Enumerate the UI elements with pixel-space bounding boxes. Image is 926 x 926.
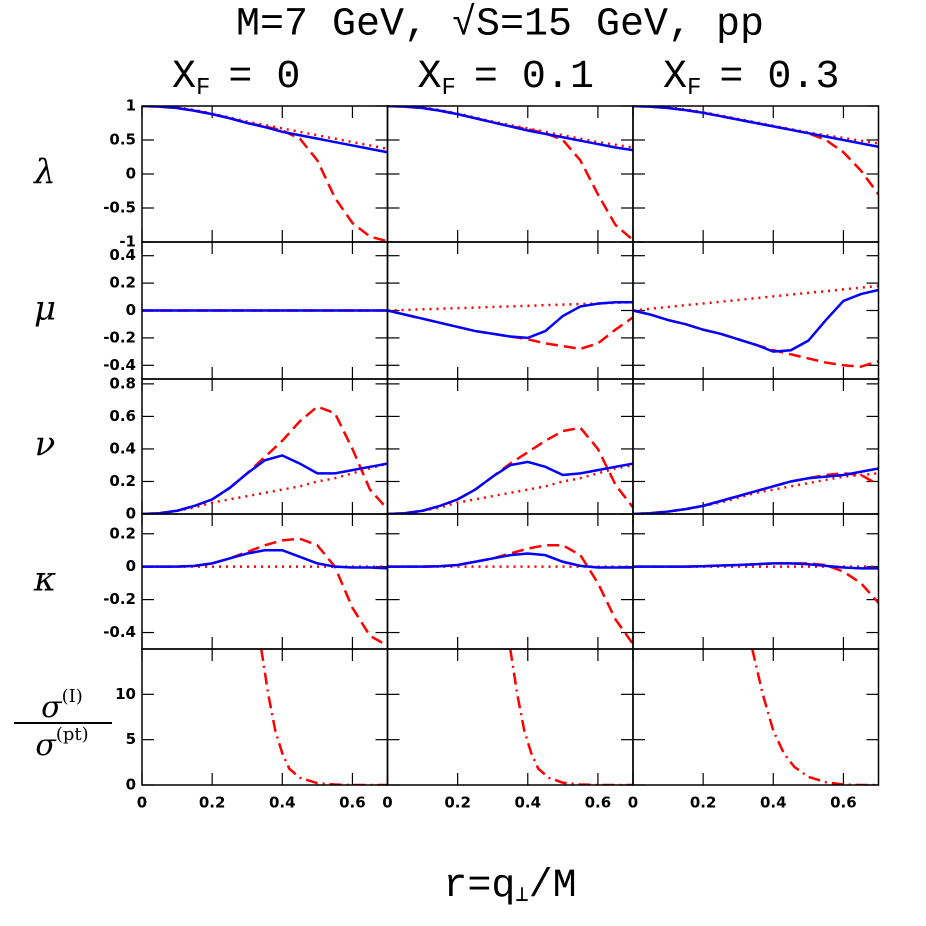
row-label: ν	[35, 425, 56, 465]
y-tick-label: 0.4	[109, 439, 136, 457]
column-title: XF = 0	[172, 55, 300, 103]
column-title-sub: F	[442, 75, 456, 102]
x-tick-label: 0	[382, 794, 392, 812]
x-tick-label: 0.6	[830, 794, 857, 812]
series-line	[142, 548, 388, 570]
series-line	[142, 106, 388, 154]
y-tick-label: 0	[126, 505, 136, 523]
x-tick-label: 0.4	[514, 794, 541, 812]
series-line	[142, 454, 388, 514]
y-tick-label: -0.5	[103, 199, 136, 217]
series-line	[633, 472, 879, 514]
x-tick-label: 0.6	[339, 794, 366, 812]
y-tick-label: 0	[126, 301, 136, 319]
column-title-text: = 0	[228, 55, 300, 100]
x-axis-label-text: r=q	[443, 864, 515, 909]
series-line	[633, 106, 879, 149]
panel-frame	[386, 241, 634, 380]
series-line	[633, 467, 879, 514]
series-line	[633, 562, 879, 604]
series-line	[633, 284, 879, 312]
y-tick-label: 0	[126, 776, 136, 794]
column-title-var: X	[418, 55, 442, 100]
x-tick-label: 0.2	[690, 794, 717, 812]
panel-frame	[386, 648, 634, 786]
chart-title: M=7 GeV, √S=15 GeV, pp	[236, 3, 764, 48]
column-title: XF = 0.1	[418, 55, 594, 103]
series-line	[387, 106, 633, 152]
series-line	[387, 301, 633, 340]
x-tick-label: 0.2	[199, 794, 226, 812]
row-label: μ	[34, 289, 56, 329]
series-line	[387, 463, 633, 514]
column-title-sub: F	[196, 75, 210, 102]
row-label-num: σ	[41, 690, 63, 725]
series-line	[751, 649, 879, 785]
panel-frame	[386, 513, 634, 650]
y-tick-label: -0.2	[103, 328, 136, 346]
y-tick-label: 10	[115, 685, 136, 703]
column-title-text: = 0.3	[719, 55, 839, 100]
row-label-den-sup: (pt)	[56, 724, 89, 745]
x-tick-label: 0	[628, 794, 638, 812]
series-line	[142, 537, 388, 647]
column-title-var: X	[172, 55, 196, 100]
y-tick-label: 0.2	[109, 524, 136, 542]
series-line	[633, 106, 879, 196]
series-line	[260, 649, 388, 785]
panel-frame	[632, 241, 880, 380]
y-tick-label: 1	[126, 97, 136, 115]
y-tick-label: 0.4	[109, 246, 136, 264]
column-title-var: X	[663, 55, 687, 100]
column-title-sub: F	[687, 75, 701, 102]
y-tick-label: -0.2	[103, 590, 136, 608]
y-tick-label: -0.4	[103, 623, 136, 641]
y-tick-label: 0.2	[109, 472, 136, 490]
series-line	[633, 309, 879, 368]
series-line	[387, 460, 633, 514]
series-line	[633, 106, 879, 145]
series-line	[633, 472, 879, 514]
y-tick-label: 0.8	[109, 374, 136, 392]
panel-frame	[632, 105, 880, 243]
panel-frame	[632, 513, 880, 650]
y-tick-label: 0.2	[109, 274, 136, 292]
y-tick-label: 0.5	[109, 131, 136, 149]
series-line	[509, 649, 633, 785]
panel-frame	[141, 648, 389, 786]
y-tick-label: 0	[126, 165, 136, 183]
column-title-text: = 0.1	[474, 55, 594, 100]
y-tick-label: 0	[126, 557, 136, 575]
row-label-num-sup: (I)	[62, 686, 83, 707]
x-tick-label: 0.2	[444, 794, 471, 812]
row-label: λ	[32, 152, 56, 192]
x-axis-label-sub: ⊥	[515, 883, 528, 908]
x-axis-label-rest: /M	[529, 864, 577, 909]
column-title: XF = 0.3	[663, 55, 839, 103]
series-line	[387, 544, 633, 645]
row-label-den: σ	[35, 728, 57, 763]
panel-frame	[632, 378, 880, 515]
series-line	[633, 288, 879, 353]
panel-frame	[632, 648, 880, 786]
y-tick-label: -0.4	[103, 356, 136, 374]
panel-frame	[141, 513, 389, 650]
x-axis-label: r=q⊥/M	[443, 864, 576, 909]
series-line	[387, 552, 633, 569]
y-tick-label: 0.6	[109, 407, 136, 425]
x-tick-label: 0.4	[269, 794, 296, 812]
x-tick-label: 0	[137, 794, 147, 812]
row-label-denominator: σ(pt)	[35, 724, 88, 763]
y-tick-label: -1	[119, 233, 136, 251]
panel-frame	[141, 378, 389, 515]
series-line	[633, 562, 879, 570]
row-label-numerator: σ(I)	[41, 686, 83, 725]
row-label: κ	[33, 560, 56, 600]
x-tick-label: 0.6	[585, 794, 612, 812]
x-tick-label: 0.4	[760, 794, 787, 812]
y-tick-label: 5	[126, 730, 136, 748]
series-line	[387, 309, 633, 351]
